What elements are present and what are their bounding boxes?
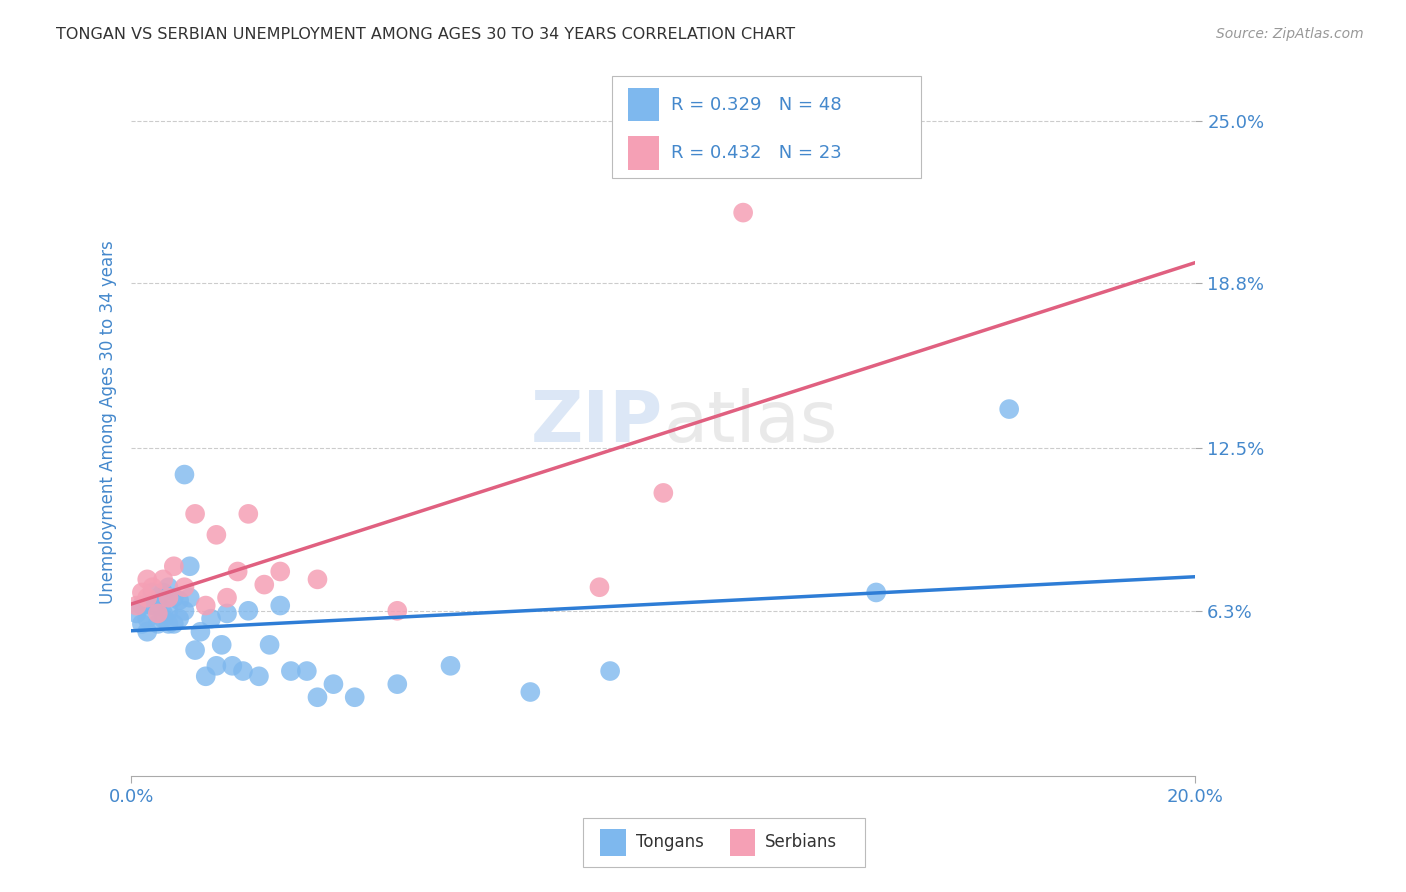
Point [733,205,755,219]
Point [322,677,344,691]
Point [173,580,195,594]
Point [136,624,159,639]
Point [998,402,1021,417]
Point [141,585,163,599]
Point [247,669,270,683]
Point [307,573,329,587]
Point [190,624,212,639]
Point [387,604,409,618]
Point [238,604,260,618]
Point [146,616,169,631]
Point [146,591,169,605]
Point [269,599,291,613]
Point [519,685,541,699]
Point [226,565,249,579]
Point [179,559,201,574]
Point [253,577,276,591]
Point [652,486,675,500]
Point [280,664,302,678]
Point [163,559,186,574]
Point [387,677,409,691]
Point [200,612,222,626]
Point [259,638,281,652]
Text: Tongans: Tongans [636,833,703,852]
Point [152,585,174,599]
Point [194,599,217,613]
Point [157,616,180,631]
Point [343,690,366,705]
Point [232,664,254,678]
Point [221,658,243,673]
Point [269,565,291,579]
Text: R = 0.432   N = 23: R = 0.432 N = 23 [671,144,841,161]
Point [588,580,610,594]
Point [141,599,163,613]
Point [157,591,180,605]
Point [205,528,228,542]
Point [125,607,148,621]
Y-axis label: Unemployment Among Ages 30 to 34 years: Unemployment Among Ages 30 to 34 years [100,240,117,604]
Point [136,591,159,605]
Point [163,616,186,631]
Point [205,658,228,673]
Point [152,607,174,621]
Point [136,573,159,587]
Point [184,643,207,657]
Text: Serbians: Serbians [765,833,837,852]
Text: Source: ZipAtlas.com: Source: ZipAtlas.com [1216,27,1364,41]
Point [215,591,238,605]
Point [599,664,621,678]
Text: ZIP: ZIP [531,388,664,457]
Point [131,599,153,613]
Point [125,599,148,613]
Point [146,599,169,613]
Point [865,585,887,599]
Text: TONGAN VS SERBIAN UNEMPLOYMENT AMONG AGES 30 TO 34 YEARS CORRELATION CHART: TONGAN VS SERBIAN UNEMPLOYMENT AMONG AGE… [56,27,796,42]
Point [167,612,190,626]
Point [152,612,174,626]
Point [307,690,329,705]
Point [131,585,153,599]
Point [131,616,153,631]
Point [194,669,217,683]
Text: atlas: atlas [664,388,838,457]
Point [173,604,195,618]
Point [184,507,207,521]
Point [146,607,169,621]
Point [167,593,190,607]
Point [295,664,318,678]
Point [173,467,195,482]
Point [439,658,461,673]
Point [152,573,174,587]
Point [136,612,159,626]
Point [179,591,201,605]
Point [157,604,180,618]
Point [215,607,238,621]
Point [157,580,180,594]
Point [238,507,260,521]
Point [141,580,163,594]
Point [163,591,186,605]
Text: R = 0.329   N = 48: R = 0.329 N = 48 [671,95,841,113]
Point [211,638,233,652]
